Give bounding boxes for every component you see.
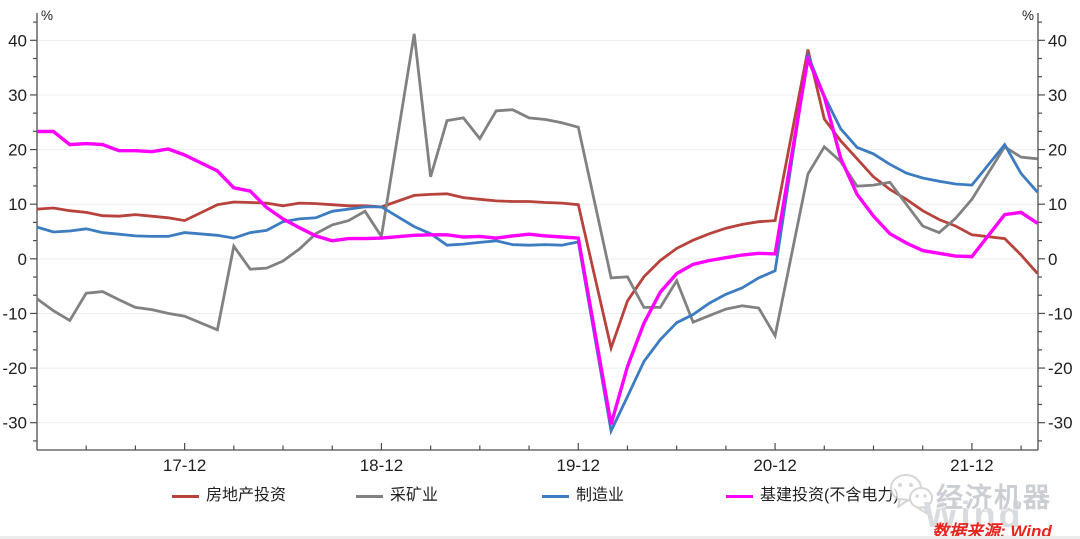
- legend-item-0: 房地产投资: [172, 487, 286, 505]
- y-tick-label-left: 40: [8, 31, 27, 50]
- y-tick-label-left: -20: [2, 359, 27, 378]
- legend: 房地产投资 采矿业 制造业 基建投资(不含电力): [0, 487, 1080, 509]
- y-axis-unit-left: %: [41, 8, 53, 23]
- y-tick-label-left: 10: [8, 195, 27, 214]
- legend-item-3: 基建投资(不含电力): [726, 487, 899, 505]
- y-tick-label-left: -30: [2, 414, 27, 433]
- y-tick-label-right: 40: [1048, 31, 1067, 50]
- y-tick-label-left: 0: [18, 250, 27, 269]
- legend-label: 房地产投资: [206, 487, 287, 504]
- y-tick-label-right: 20: [1048, 141, 1067, 160]
- y-tick-label-right: 0: [1048, 250, 1057, 269]
- y-tick-label-right: 10: [1048, 195, 1067, 214]
- bottom-divider: [0, 536, 1080, 539]
- y-tick-label-left: 30: [8, 86, 27, 105]
- legend-swatch: [356, 494, 383, 498]
- legend-label: 采矿业: [390, 487, 439, 504]
- legend-label: 基建投资(不含电力): [760, 487, 899, 504]
- data-source-note: 数据来源: Wind: [932, 522, 1052, 539]
- x-tick-label: 19-12: [557, 456, 600, 475]
- y-axis-unit-right: %: [1022, 8, 1034, 23]
- legend-item-2: 制造业: [542, 487, 624, 505]
- y-tick-label-right: 30: [1048, 86, 1067, 105]
- legend-swatch: [542, 494, 569, 498]
- x-tick-label: 20-12: [753, 456, 796, 475]
- legend-swatch: [726, 494, 753, 498]
- y-tick-label-right: -30: [1048, 414, 1073, 433]
- x-tick-label: 21-12: [950, 456, 993, 475]
- series-line-1: [36, 33, 1038, 340]
- legend-item-1: 采矿业: [356, 487, 438, 505]
- y-tick-label-right: -10: [1048, 304, 1073, 323]
- series-line-2: [36, 49, 1039, 436]
- series-line-0: [36, 49, 1039, 353]
- x-tick-label: 17-12: [163, 456, 206, 475]
- legend-swatch: [172, 494, 199, 498]
- x-tick-label: 18-12: [360, 456, 403, 475]
- series-line-3: [37, 52, 1039, 425]
- y-tick-label-left: -10: [2, 304, 27, 323]
- y-tick-label-right: -20: [1048, 359, 1073, 378]
- legend-label: 制造业: [576, 487, 625, 504]
- y-tick-label-left: 20: [8, 141, 27, 160]
